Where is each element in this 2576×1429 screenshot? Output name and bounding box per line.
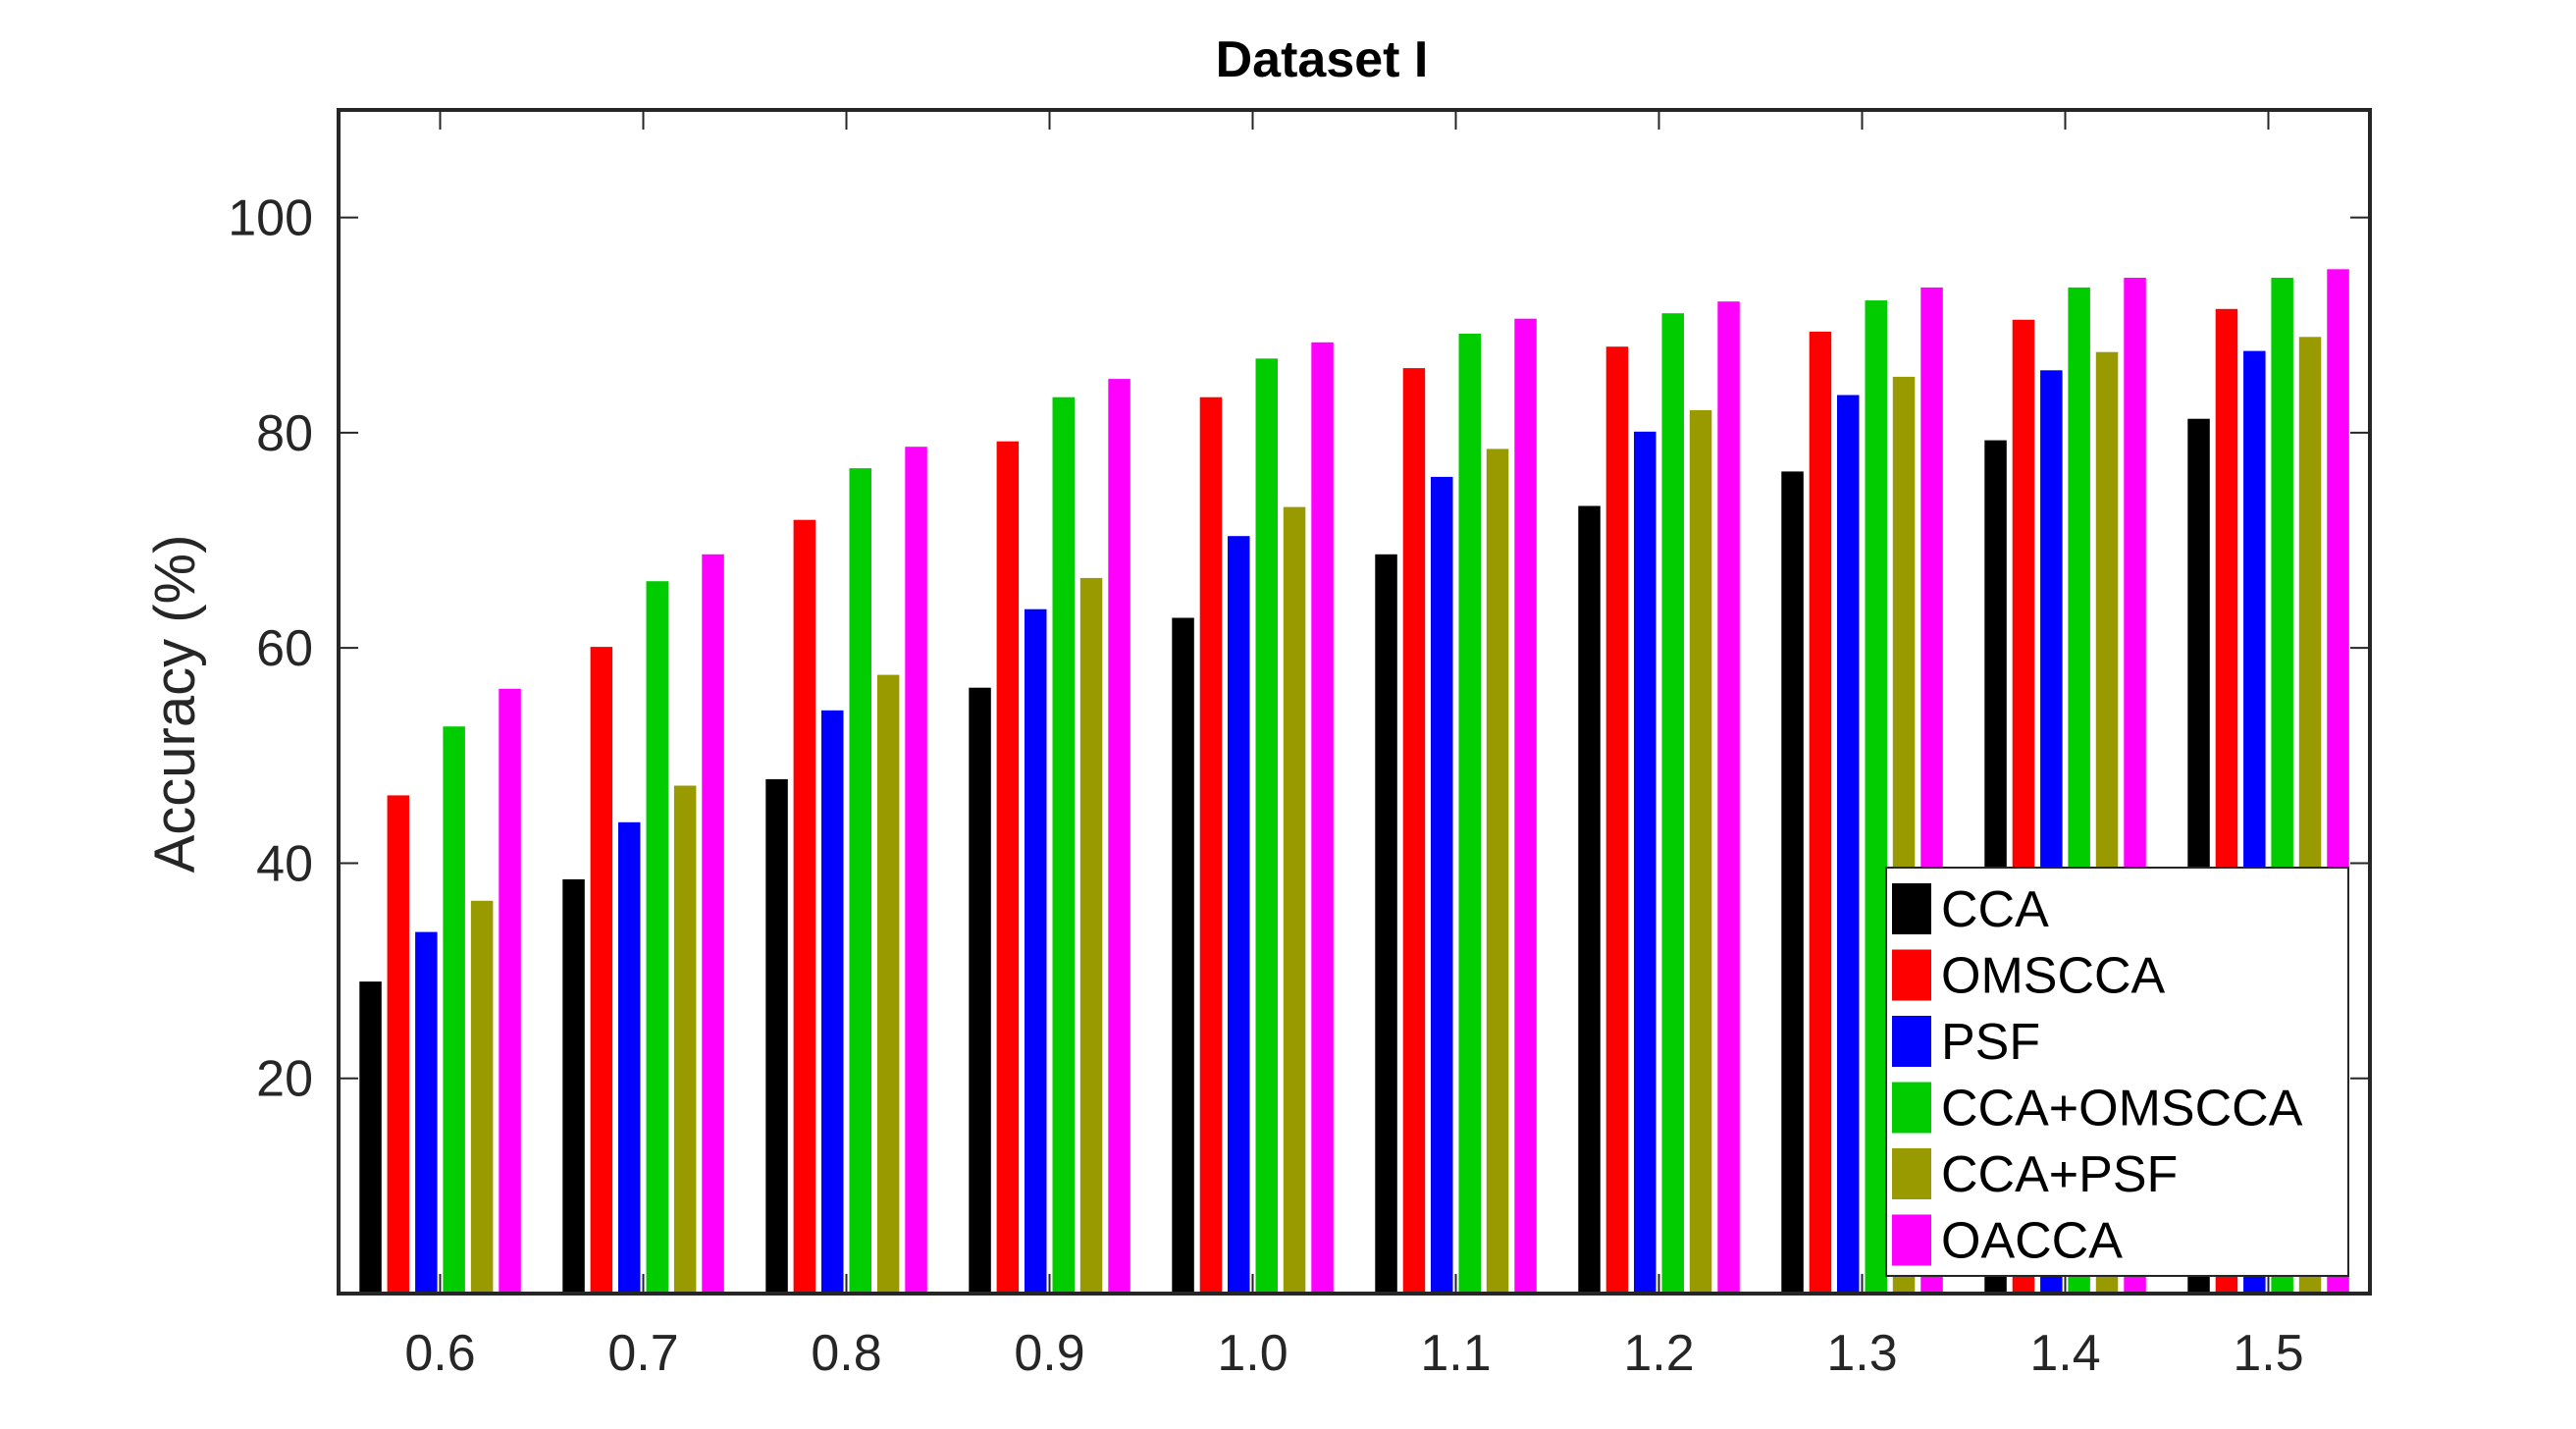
bar-omscca-1.2 xyxy=(1605,346,1629,1294)
bar-cca-0.8 xyxy=(765,778,788,1294)
axes-layer: 20 40 60 80 100 0.6 0.7 0.8 0.9 1.0 1.1 1.2 1.3 1.4 1.… xyxy=(228,108,2372,1382)
bar-omscca-0.7 xyxy=(590,647,613,1294)
legend-label-omscca: OMSCCA xyxy=(1941,948,2166,1005)
legend-swatch-cca xyxy=(1892,883,1931,934)
legend-swatch-omscca xyxy=(1892,949,1931,1001)
plot-frame xyxy=(337,108,2372,1296)
bar-cca-1.2 xyxy=(1578,505,1601,1294)
bar-omscca-1.0 xyxy=(1199,397,1223,1294)
bar-cca-1.0 xyxy=(1172,617,1194,1294)
bar-cca-psf-0.8 xyxy=(876,674,900,1294)
bar-cca-omscca-0.8 xyxy=(849,468,871,1295)
bar-cca-psf-1.2 xyxy=(1689,409,1712,1294)
legend-swatch-cca-psf xyxy=(1892,1148,1931,1199)
legend-label-cca: CCA xyxy=(1941,881,2049,938)
bar-cca-omscca-1.3 xyxy=(1865,300,1887,1295)
bar-oacca-0.9 xyxy=(1108,379,1130,1295)
bar-cca-0.7 xyxy=(562,878,585,1294)
bar-oacca-1.0 xyxy=(1311,342,1334,1294)
x-tick-label: 1.0 xyxy=(1217,1325,1288,1382)
bar-omscca-0.8 xyxy=(793,519,816,1294)
bar-cca-omscca-1.0 xyxy=(1255,358,1278,1294)
bar-omscca-0.9 xyxy=(996,441,1020,1294)
chart-title: Dataset I xyxy=(1216,31,1429,88)
bar-cca-psf-0.6 xyxy=(470,900,494,1294)
bar-cca-0.6 xyxy=(359,981,382,1294)
y-tick-label: 100 xyxy=(228,190,313,247)
bar-cca-1.1 xyxy=(1375,554,1397,1294)
bar-psf-1.3 xyxy=(1837,395,1860,1294)
bar-cca-1.3 xyxy=(1781,471,1804,1294)
bar-oacca-1.2 xyxy=(1717,301,1740,1294)
x-tick-label: 1.2 xyxy=(1623,1325,1694,1382)
bar-oacca-1.1 xyxy=(1514,318,1537,1294)
y-tick-label: 60 xyxy=(256,620,313,677)
legend-swatch-cca-omscca xyxy=(1892,1082,1931,1134)
bar-cca-omscca-0.9 xyxy=(1052,397,1075,1294)
legend-swatch-psf xyxy=(1892,1016,1931,1067)
bar-cca-psf-1.0 xyxy=(1283,506,1306,1294)
x-tick-label: 1.4 xyxy=(2029,1325,2100,1382)
bar-omscca-1.3 xyxy=(1809,331,1832,1294)
bar-cca-psf-0.7 xyxy=(673,785,697,1294)
legend: CCA OMSCCA PSF CCA+OMSCCA CCA+PSF OACCA xyxy=(1885,867,2349,1277)
x-tick-label: 1.3 xyxy=(1826,1325,1897,1382)
bar-cca-omscca-1.1 xyxy=(1458,334,1481,1294)
x-tick-label: 0.6 xyxy=(404,1325,475,1382)
bar-cca-psf-0.9 xyxy=(1079,577,1103,1294)
bar-psf-0.6 xyxy=(415,931,438,1294)
legend-swatch-oacca xyxy=(1892,1214,1931,1266)
bar-cca-0.9 xyxy=(969,687,991,1294)
bar-omscca-0.6 xyxy=(387,795,410,1294)
x-tick-label: 0.8 xyxy=(811,1325,881,1382)
y-axis-label: Accuracy (%) xyxy=(143,535,207,873)
legend-label-oacca: OACCA xyxy=(1941,1213,2123,1270)
bar-psf-0.8 xyxy=(821,710,844,1294)
y-tick-label: 40 xyxy=(256,835,313,892)
bar-cca-omscca-0.6 xyxy=(443,726,465,1294)
bar-oacca-0.6 xyxy=(499,688,521,1294)
bar-psf-1.1 xyxy=(1431,476,1453,1294)
legend-label-cca-psf: CCA+PSF xyxy=(1941,1146,2178,1203)
bar-psf-0.9 xyxy=(1025,609,1047,1294)
bar-psf-0.7 xyxy=(618,821,641,1294)
legend-label-cca-omscca: CCA+OMSCCA xyxy=(1941,1081,2303,1138)
bar-oacca-0.8 xyxy=(905,447,927,1294)
x-tick-label: 0.7 xyxy=(607,1325,678,1382)
y-tick-label: 20 xyxy=(256,1051,313,1108)
legend-label-psf: PSF xyxy=(1941,1014,2040,1071)
legend-box xyxy=(1885,867,2349,1277)
bar-oacca-0.7 xyxy=(702,554,724,1294)
x-tick-label: 1.5 xyxy=(2233,1325,2303,1382)
y-tick-label: 80 xyxy=(256,405,313,462)
x-tick-label: 1.1 xyxy=(1420,1325,1491,1382)
bar-cca-psf-1.1 xyxy=(1486,449,1509,1294)
bar-psf-1.0 xyxy=(1228,536,1250,1294)
x-tick-label: 0.9 xyxy=(1014,1325,1084,1382)
bar-cca-omscca-0.7 xyxy=(646,581,668,1294)
bar-cca-omscca-1.2 xyxy=(1661,313,1684,1294)
bar-psf-1.2 xyxy=(1634,431,1656,1294)
bar-omscca-1.1 xyxy=(1402,368,1426,1295)
